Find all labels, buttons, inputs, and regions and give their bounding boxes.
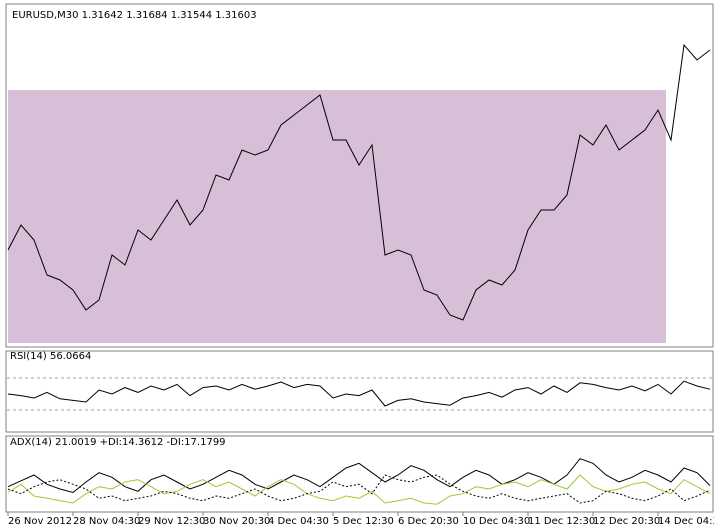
x-tick-label: 12 Dec 20:30: [593, 516, 660, 527]
panel-title: RSI(14) 56.0664: [10, 351, 91, 362]
indicator-line: [7, 458, 711, 494]
x-tick-label: 5 Dec 12:30: [333, 516, 394, 527]
price-rectangle: [8, 90, 666, 343]
rsi-panel: [5, 350, 714, 433]
indicator-line: [7, 474, 711, 504]
x-tick-label: 6 Dec 20:30: [398, 516, 459, 527]
x-tick-label: 30 Nov 20:30: [203, 516, 270, 527]
indicator-line: [7, 380, 711, 407]
indicator-line: [7, 474, 711, 505]
x-tick-label: 29 Nov 12:30: [138, 516, 205, 527]
x-tick-label: 10 Dec 04:30: [463, 516, 530, 527]
x-tick-label: 26 Nov 2012: [8, 516, 72, 527]
indicator-line: [7, 43, 711, 321]
panel-title: ADX(14) 21.0019 +DI:14.3612 -DI:17.1799: [10, 437, 226, 448]
panel-title: EURUSD,M30 1.31642 1.31684 1.31544 1.316…: [12, 10, 257, 21]
x-tick-label: 14 Dec 04:30: [658, 516, 714, 527]
x-tick-label: 4 Dec 04:30: [268, 516, 329, 527]
x-tick-label: 28 Nov 04:30: [73, 516, 140, 527]
x-tick-label: 11 Dec 12:30: [528, 516, 595, 527]
